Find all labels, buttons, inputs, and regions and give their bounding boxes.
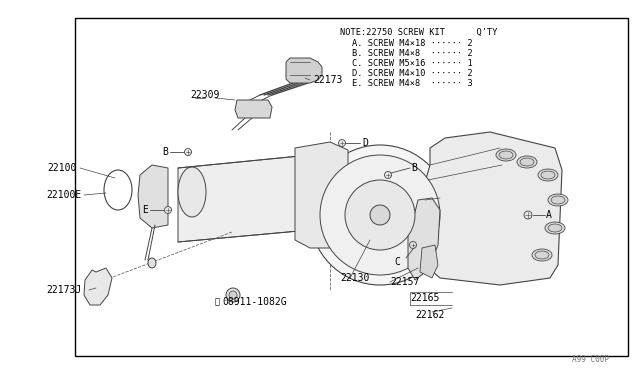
Text: D: D	[362, 138, 368, 148]
Ellipse shape	[178, 167, 206, 217]
Text: 22173J: 22173J	[47, 285, 82, 295]
Ellipse shape	[499, 151, 513, 159]
Ellipse shape	[548, 224, 562, 232]
Text: 22100E: 22100E	[47, 190, 82, 200]
Circle shape	[184, 148, 191, 155]
Ellipse shape	[545, 222, 565, 234]
Text: NOTE:22750 SCREW KIT      Q'TY: NOTE:22750 SCREW KIT Q'TY	[340, 28, 497, 36]
Text: 22157: 22157	[390, 277, 419, 287]
Text: Ⓝ: Ⓝ	[215, 298, 220, 307]
Text: 22162: 22162	[415, 310, 444, 320]
Text: B: B	[411, 163, 417, 173]
Text: 22309: 22309	[190, 90, 220, 100]
Circle shape	[229, 291, 237, 299]
Text: 22173: 22173	[313, 75, 342, 85]
Circle shape	[320, 155, 440, 275]
Polygon shape	[295, 142, 348, 248]
Circle shape	[345, 180, 415, 250]
Text: 22165: 22165	[410, 293, 440, 303]
Polygon shape	[235, 100, 272, 118]
Text: A99 C00P: A99 C00P	[572, 356, 609, 365]
Circle shape	[524, 211, 532, 219]
Bar	[75, 18, 628, 356]
Text: E: E	[142, 205, 148, 215]
Text: A. SCREW M4×18 ······ 2: A. SCREW M4×18 ······ 2	[352, 38, 473, 48]
Ellipse shape	[535, 251, 549, 259]
Text: 22100: 22100	[47, 163, 77, 173]
Text: 22130: 22130	[340, 273, 369, 283]
Circle shape	[370, 205, 390, 225]
Ellipse shape	[148, 258, 156, 268]
Text: C. SCREW M5×16 ······ 1: C. SCREW M5×16 ······ 1	[352, 58, 473, 67]
Text: A: A	[546, 210, 552, 220]
Polygon shape	[84, 268, 112, 305]
Circle shape	[226, 288, 240, 302]
Circle shape	[164, 206, 172, 214]
Ellipse shape	[520, 158, 534, 166]
Text: 08911-1082G: 08911-1082G	[222, 297, 287, 307]
Polygon shape	[178, 155, 310, 242]
Ellipse shape	[532, 249, 552, 261]
Circle shape	[339, 140, 346, 147]
Ellipse shape	[297, 154, 323, 230]
Ellipse shape	[541, 171, 555, 179]
Polygon shape	[418, 132, 562, 285]
Ellipse shape	[496, 149, 516, 161]
Circle shape	[410, 241, 417, 248]
Text: B: B	[162, 147, 168, 157]
Polygon shape	[420, 245, 438, 278]
Ellipse shape	[104, 170, 132, 210]
Text: C: C	[394, 257, 400, 267]
Text: B. SCREW M4×8  ······ 2: B. SCREW M4×8 ······ 2	[352, 48, 473, 58]
Circle shape	[310, 145, 450, 285]
Ellipse shape	[538, 169, 558, 181]
Ellipse shape	[551, 196, 565, 204]
Circle shape	[385, 171, 392, 179]
Ellipse shape	[517, 156, 537, 168]
Ellipse shape	[548, 194, 568, 206]
Text: D. SCREW M4×10 ······ 2: D. SCREW M4×10 ······ 2	[352, 68, 473, 77]
Polygon shape	[286, 58, 322, 83]
Polygon shape	[138, 165, 168, 228]
Polygon shape	[408, 198, 440, 280]
Text: E. SCREW M4×8  ······ 3: E. SCREW M4×8 ······ 3	[352, 78, 473, 87]
